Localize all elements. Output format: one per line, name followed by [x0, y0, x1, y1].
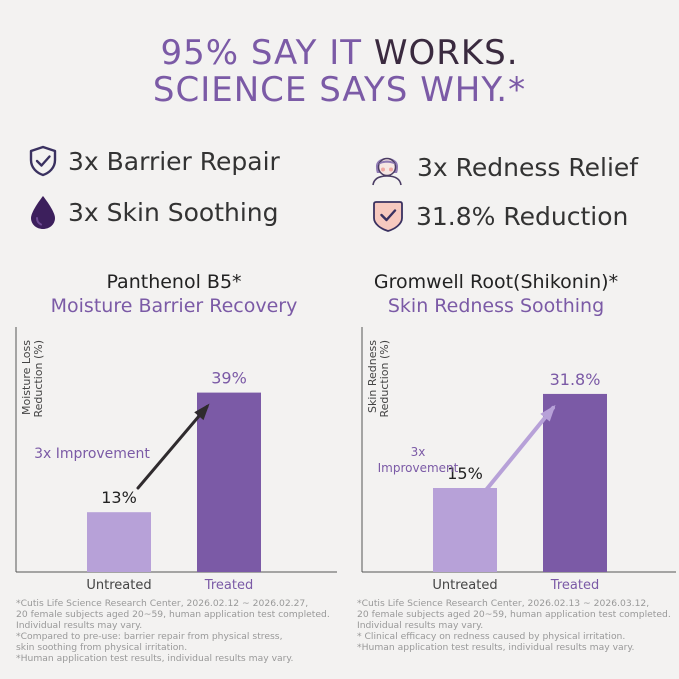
chart-1-tick-label: Treated	[204, 578, 253, 593]
chart-2-tick-label: Untreated	[432, 578, 497, 593]
chart-1-bar-untreated	[87, 512, 151, 572]
headline-line-1: 95% SAY IT WORKS.	[0, 34, 679, 72]
headline-emphasis: WORKS.	[373, 33, 519, 73]
footnote-line: *Compared to pre-use: barrier repair fro…	[16, 631, 283, 642]
chart-2-tick-label: Treated	[550, 578, 599, 593]
chart-2-ylabel: Skin RednessReduction (%)	[366, 340, 391, 418]
chart-2-title: Gromwell Root(Shikonin)*	[373, 271, 619, 293]
footnote-right: *Cutis Life Science Research Center, 202…	[357, 598, 679, 653]
shield-check-icon	[29, 145, 57, 177]
drop-icon	[31, 196, 55, 229]
footnote-left: *Cutis Life Science Research Center, 202…	[16, 598, 346, 664]
chart-1-data-label: 13%	[101, 488, 137, 507]
footnote-line: Individual results may vary.	[16, 620, 143, 631]
claim-text: 3x Barrier Repair	[68, 146, 280, 176]
footnote-line: Individual results may vary.	[357, 620, 484, 631]
footnote-line: * Clinical efficacy on redness caused by…	[357, 631, 626, 642]
chart-1-subtitle: Moisture Barrier Recovery	[50, 295, 298, 317]
footnote-line: *Cutis Life Science Research Center, 202…	[16, 598, 309, 609]
footnote-line: 20 female subjects aged 20~59, human app…	[16, 609, 330, 620]
claim-text: 3x Skin Soothing	[68, 197, 279, 227]
claim-reduction: 31.8% Reduction	[370, 199, 628, 233]
footnote-line: *Human application test results, individ…	[16, 653, 294, 664]
footnote-line: *Cutis Life Science Research Center, 202…	[357, 598, 650, 609]
chart-2-arrow-shaft	[484, 405, 555, 492]
headline-text-2: SCIENCE SAYS WHY.	[152, 70, 509, 110]
chart-2-heading: Gromwell Root(Shikonin)* Skin Redness So…	[346, 270, 646, 318]
chart-2-bar-untreated	[433, 488, 497, 572]
chart-1-arrow-head	[194, 403, 210, 421]
claim-text: 31.8% Reduction	[416, 201, 629, 231]
face-icon	[372, 157, 402, 186]
chart-1-data-label: 39%	[211, 369, 247, 388]
chart-1-annotation: 3x Improvement	[34, 446, 150, 462]
chart-1-ylabel: Moisture LossReduction (%)	[20, 340, 45, 418]
chart-2-annotation: 3x Improvement	[378, 445, 459, 475]
chart-1-heading: Panthenol B5* Moisture Barrier Recovery	[24, 270, 324, 318]
footnote-line: skin soothing from physical irritation.	[16, 642, 188, 653]
headline-text-1: 95% SAY IT	[160, 33, 374, 73]
chart-2-bar-treated	[543, 393, 607, 572]
chart-1-tick-label: Untreated	[86, 578, 151, 593]
headline-star: *	[508, 70, 527, 110]
chart-2-arrow-head	[540, 404, 556, 422]
chart-1-bar-treated	[197, 392, 261, 572]
chart-2-data-label: 31.8%	[550, 370, 601, 389]
headline-line-2: SCIENCE SAYS WHY.*	[0, 71, 679, 109]
claim-skin-soothing: 3x Skin Soothing	[28, 194, 279, 230]
chart-1-arrow-shaft	[136, 405, 209, 490]
footnote-line: 20 female subjects aged 20~59, human app…	[357, 609, 671, 620]
claim-text: 3x Redness Relief	[417, 152, 639, 182]
check-badge-icon	[373, 201, 403, 232]
chart-1-title: Panthenol B5*	[106, 271, 242, 293]
claim-barrier-repair: 3x Barrier Repair	[28, 145, 280, 177]
footnote-line: *Human application test results, individ…	[357, 642, 635, 653]
chart-2-subtitle: Skin Redness Soothing	[387, 295, 605, 317]
chart-2-data-label: 15%	[447, 464, 483, 483]
claim-redness-relief: 3x Redness Relief	[367, 147, 638, 187]
